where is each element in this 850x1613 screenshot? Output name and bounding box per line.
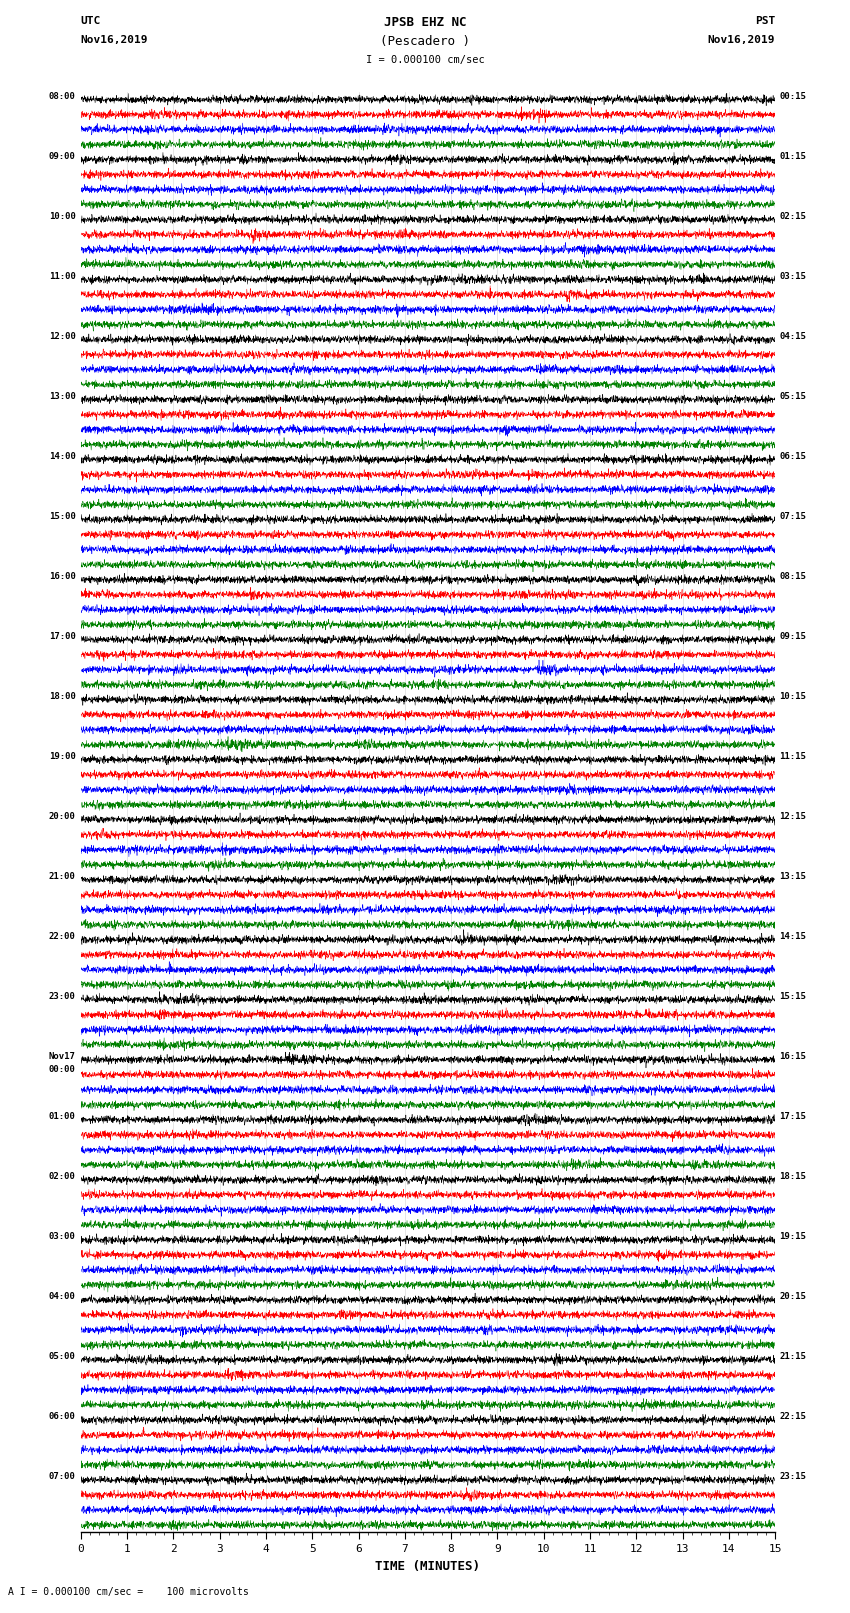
Text: UTC: UTC: [81, 16, 101, 26]
Text: 02:15: 02:15: [779, 211, 807, 221]
Text: 06:15: 06:15: [779, 452, 807, 461]
Text: (Pescadero ): (Pescadero ): [380, 35, 470, 48]
Text: 12:15: 12:15: [779, 813, 807, 821]
Text: 00:15: 00:15: [779, 92, 807, 102]
Text: 17:15: 17:15: [779, 1113, 807, 1121]
Text: 11:15: 11:15: [779, 752, 807, 761]
Text: 18:00: 18:00: [48, 692, 76, 702]
Text: 03:00: 03:00: [48, 1232, 76, 1242]
Text: 19:15: 19:15: [779, 1232, 807, 1242]
Text: 16:00: 16:00: [48, 573, 76, 581]
Text: 15:15: 15:15: [779, 992, 807, 1002]
Text: I = 0.000100 cm/sec: I = 0.000100 cm/sec: [366, 55, 484, 65]
Text: 14:15: 14:15: [779, 932, 807, 940]
Text: 18:15: 18:15: [779, 1173, 807, 1181]
Text: 20:00: 20:00: [48, 813, 76, 821]
Text: 05:15: 05:15: [779, 392, 807, 402]
Text: 07:00: 07:00: [48, 1473, 76, 1481]
Text: 10:00: 10:00: [48, 211, 76, 221]
Text: 07:15: 07:15: [779, 511, 807, 521]
Text: Nov16,2019: Nov16,2019: [708, 35, 775, 45]
Text: 21:00: 21:00: [48, 873, 76, 881]
Text: 22:00: 22:00: [48, 932, 76, 940]
Text: 19:00: 19:00: [48, 752, 76, 761]
Text: 22:15: 22:15: [779, 1413, 807, 1421]
Text: 04:00: 04:00: [48, 1292, 76, 1302]
Text: Nov17: Nov17: [48, 1052, 76, 1061]
Text: 14:00: 14:00: [48, 452, 76, 461]
Text: A I = 0.000100 cm/sec =    100 microvolts: A I = 0.000100 cm/sec = 100 microvolts: [8, 1587, 249, 1597]
Text: 13:15: 13:15: [779, 873, 807, 881]
Text: 23:00: 23:00: [48, 992, 76, 1002]
Text: 03:15: 03:15: [779, 273, 807, 281]
Text: 17:00: 17:00: [48, 632, 76, 640]
Text: 13:00: 13:00: [48, 392, 76, 402]
Text: 02:00: 02:00: [48, 1173, 76, 1181]
Text: 23:15: 23:15: [779, 1473, 807, 1481]
Text: 10:15: 10:15: [779, 692, 807, 702]
Text: 05:00: 05:00: [48, 1352, 76, 1361]
Text: 21:15: 21:15: [779, 1352, 807, 1361]
Text: 06:00: 06:00: [48, 1413, 76, 1421]
Text: 15:00: 15:00: [48, 511, 76, 521]
Text: 20:15: 20:15: [779, 1292, 807, 1302]
Text: Nov16,2019: Nov16,2019: [81, 35, 148, 45]
Text: JPSB EHZ NC: JPSB EHZ NC: [383, 16, 467, 29]
Text: 04:15: 04:15: [779, 332, 807, 340]
Text: 08:00: 08:00: [48, 92, 76, 102]
Text: 01:15: 01:15: [779, 152, 807, 161]
Text: 00:00: 00:00: [48, 1065, 76, 1074]
Text: 01:00: 01:00: [48, 1113, 76, 1121]
Text: 11:00: 11:00: [48, 273, 76, 281]
Text: 12:00: 12:00: [48, 332, 76, 340]
Text: 09:00: 09:00: [48, 152, 76, 161]
X-axis label: TIME (MINUTES): TIME (MINUTES): [376, 1560, 480, 1573]
Text: PST: PST: [755, 16, 775, 26]
Text: 16:15: 16:15: [779, 1052, 807, 1061]
Text: 09:15: 09:15: [779, 632, 807, 640]
Text: 08:15: 08:15: [779, 573, 807, 581]
